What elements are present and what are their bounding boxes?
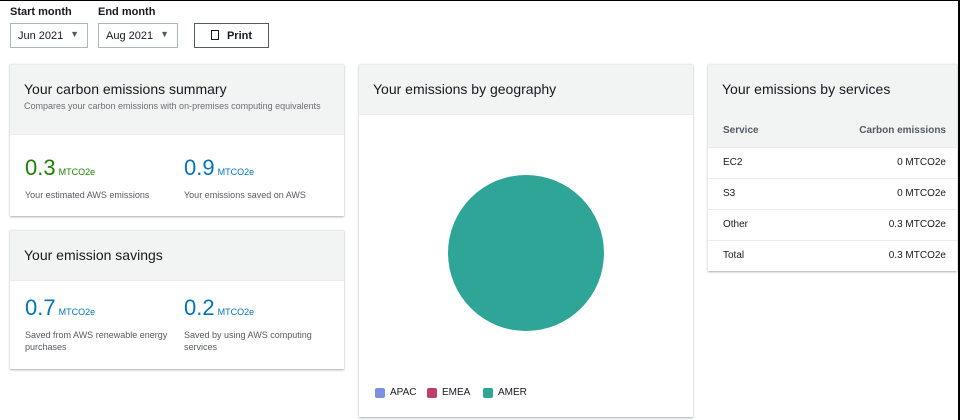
- table-row: S3 0 MTCO2e: [708, 178, 957, 210]
- geography-card: Your emissions by geography: [359, 64, 693, 417]
- pie-slice-amer[interactable]: [448, 175, 604, 331]
- table-row: Other 0.3 MTCO2e: [708, 209, 957, 241]
- services-table: Service Carbon emissions EC2 0 MTCO2e S3 0 …: [708, 115, 957, 271]
- end-month-label: End month: [98, 6, 156, 18]
- card-title: Your carbon emissions summary: [24, 81, 227, 97]
- print-label: Print: [226, 30, 253, 42]
- legend-swatch: [427, 387, 437, 398]
- legend-item-amer[interactable]: AMER: [483, 387, 527, 398]
- table-row: EC2 0 MTCO2e: [708, 147, 957, 179]
- start-month-value: Jun 2021: [18, 30, 64, 42]
- metric-computing: 0.2 MTCO2e Saved by using AWS computing se…: [184, 295, 312, 352]
- legend-item-emea[interactable]: EMEA: [427, 387, 470, 398]
- card-title: Your emissions by services: [722, 81, 891, 97]
- card-subtitle: Compares your carbon emissions with on-p…: [24, 101, 321, 111]
- card-title: Your emission savings: [24, 247, 163, 263]
- file-icon: [210, 30, 219, 40]
- legend-label: EMEA: [442, 387, 471, 398]
- metric-renewable: 0.7 MTCO2e Saved from AWS renewable energy…: [25, 295, 168, 352]
- end-month-select[interactable]: Aug 2021 ▼: [98, 23, 178, 48]
- metric-saved: 0.9 MTCO2e Your emissions saved on AWS: [184, 155, 306, 200]
- card-title: Your emissions by geography: [373, 81, 557, 97]
- legend-label: AMER: [498, 387, 527, 398]
- table-row: Total 0.3 MTCO2e: [723, 250, 946, 262]
- column-header-emissions[interactable]: Carbon emissions: [792, 115, 957, 148]
- legend-item-apac[interactable]: APAC: [375, 387, 417, 398]
- start-month-select[interactable]: Jun 2021 ▼: [10, 23, 88, 48]
- column-header-service[interactable]: Service: [708, 115, 793, 148]
- end-month-value: Aug 2021: [106, 30, 154, 42]
- legend-swatch: [483, 387, 493, 398]
- legend-label: APAC: [390, 387, 417, 398]
- metric-estimated: 0.3 MTCO2e Your estimated AWS emissions: [25, 155, 150, 200]
- geography-pie-chart: [448, 175, 604, 331]
- services-card: Your emissions by services Service Carbon…: [708, 64, 957, 271]
- emissions-summary-card: Your carbon emissions summary Compares yo…: [10, 64, 344, 216]
- caret-down-icon: ▼: [70, 29, 79, 39]
- legend-swatch: [375, 387, 385, 398]
- start-month-label: Start month: [10, 6, 72, 18]
- print-button[interactable]: Print: [194, 23, 269, 48]
- caret-down-icon: ▼: [160, 29, 169, 39]
- emission-savings-card: Your emission savings 0.7 MTCO2e Saved fro…: [10, 230, 344, 369]
